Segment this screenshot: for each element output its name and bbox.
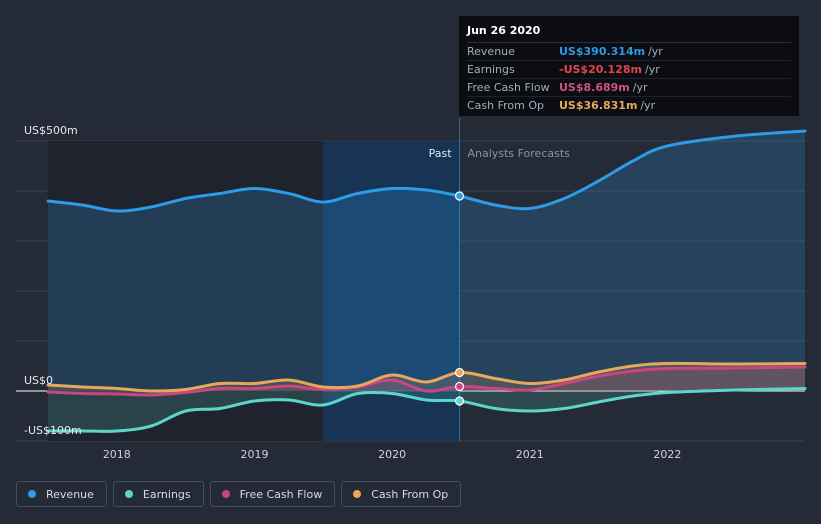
hover-markers — [454, 191, 465, 406]
y-tick-label: -US$100m — [24, 424, 82, 437]
revenue-marker — [454, 191, 465, 201]
forecast-label: Analysts Forecasts — [468, 147, 571, 160]
tooltip-row-free-cash-flow: Free Cash Flow US$8.689m /yr — [467, 79, 791, 97]
tooltip-row-earnings: Earnings -US$20.128m /yr — [467, 61, 791, 79]
tooltip-value: US$8.689m — [559, 81, 630, 94]
tooltip-unit: /yr — [640, 99, 656, 112]
axis-labels: US$500m US$0 -US$100m 2018 2019 2020 2021 2022 P… — [24, 124, 681, 461]
earnings-line — [46, 387, 807, 433]
revenue-area — [48, 131, 805, 391]
tooltip-value: US$390.314m — [559, 45, 646, 58]
tooltip-unit: /yr — [648, 45, 663, 58]
tooltip-row-cash-from-op: Cash From Op US$36.831m /yr — [467, 97, 791, 114]
legend-dot — [353, 490, 362, 498]
legend-item-revenue[interactable]: Revenue — [16, 481, 107, 507]
legend-label: Revenue — [46, 487, 94, 501]
earnings-marker — [454, 396, 465, 406]
tooltip-date: Jun 26 2020 — [467, 24, 791, 43]
legend-label: Free Cash Flow — [239, 487, 323, 501]
legend-item-free-cash-flow[interactable]: Free Cash Flow — [209, 481, 336, 507]
y-tick-label: US$500m — [24, 124, 78, 137]
past-label: Past — [429, 147, 453, 160]
tooltip-value: -US$20.128m — [559, 63, 642, 76]
legend-dot — [28, 490, 36, 498]
legend-label: Earnings — [142, 487, 191, 501]
hover-tooltip: Jun 26 2020 Revenue US$390.314m /yr Earn… — [459, 16, 799, 116]
x-tick-label: 2019 — [240, 448, 268, 461]
tooltip-unit: /yr — [644, 63, 660, 76]
cash-from-op-line — [46, 361, 807, 393]
tooltip-label: Cash From Op — [467, 99, 545, 112]
legend-item-earnings[interactable]: Earnings — [112, 481, 204, 507]
legend-item-cash-from-op[interactable]: Cash From Op — [341, 481, 462, 507]
y-tick-label: US$0 — [24, 374, 53, 387]
x-tick-label: 2021 — [516, 448, 544, 461]
x-tick-label: 2022 — [653, 448, 681, 461]
tooltip-row-revenue: Revenue US$390.314m /yr — [467, 43, 791, 61]
tooltip-value: US$36.831m — [559, 99, 638, 112]
legend-dot — [221, 490, 230, 498]
tooltip-label: Earnings — [467, 63, 515, 76]
legend: Revenue Earnings Free Cash Flow Cash Fro… — [16, 481, 467, 507]
tooltip-label: Revenue — [467, 45, 515, 58]
free-cash-flow-marker — [454, 381, 465, 392]
tooltip-label: Free Cash Flow — [467, 81, 550, 94]
revenue-line — [46, 129, 807, 213]
legend-dot — [124, 490, 133, 498]
x-tick-label: 2018 — [103, 448, 131, 461]
series-lines — [46, 129, 807, 433]
free-cash-flow-line — [46, 365, 807, 397]
legend-label: Cash From Op — [371, 487, 449, 501]
x-tick-label: 2020 — [378, 448, 406, 461]
cash-from-op-marker — [454, 367, 465, 378]
earnings-area — [48, 388, 805, 432]
tooltip-unit: /yr — [632, 81, 648, 94]
